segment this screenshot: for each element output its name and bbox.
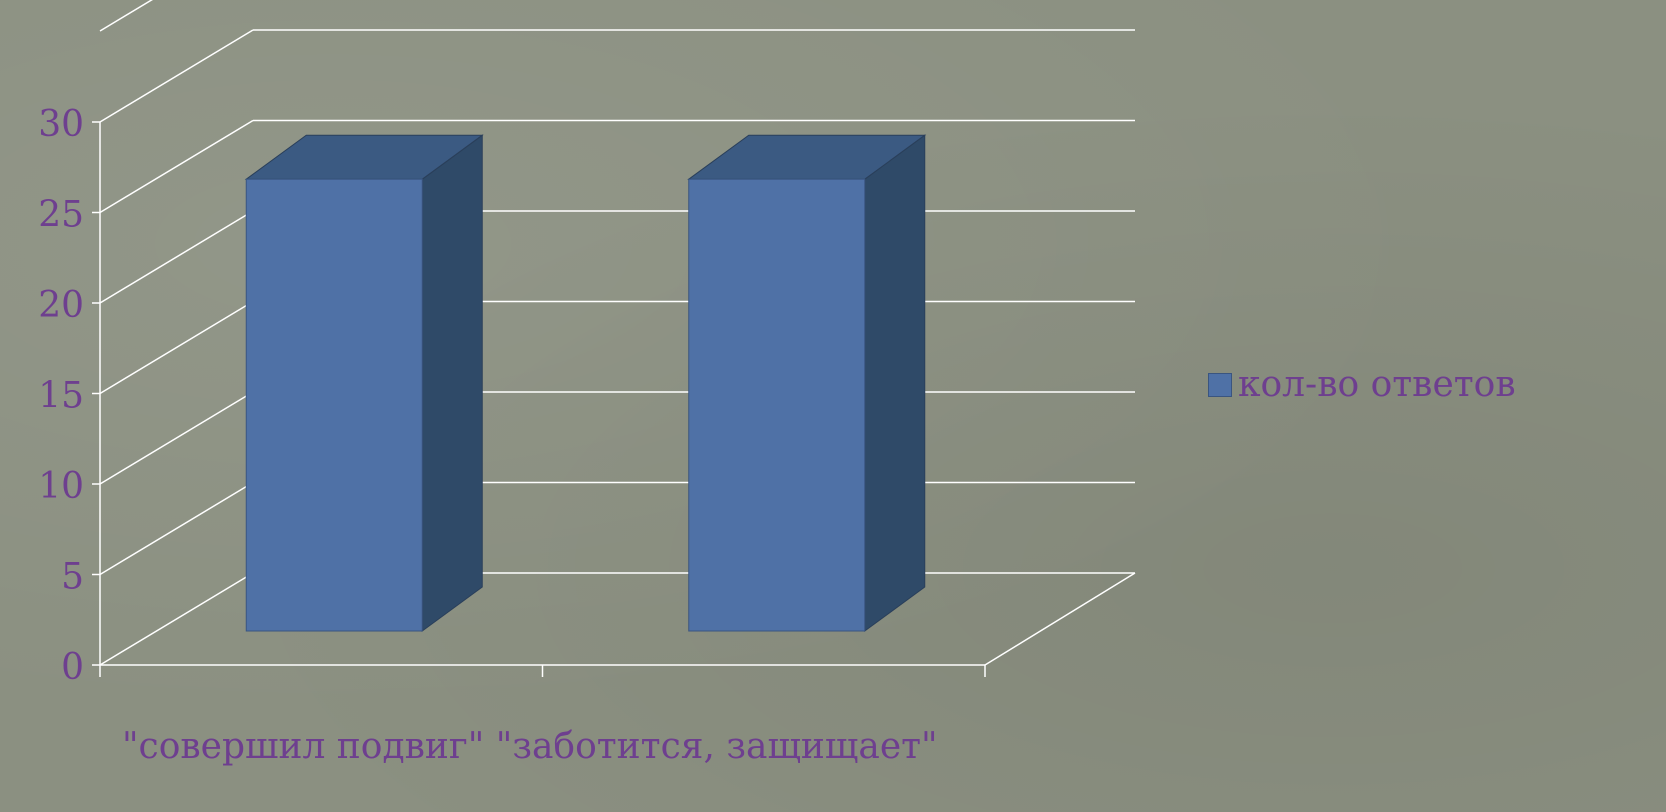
- floor-right-edge: [984, 572, 1136, 666]
- bar-side: [421, 134, 483, 632]
- y-tick-label: 15: [38, 376, 84, 417]
- gridline-diagonal: [99, 572, 254, 666]
- gridline-diagonal: [99, 210, 254, 304]
- bar: [245, 178, 423, 632]
- y-tick-label: 0: [61, 647, 84, 688]
- gridline-diagonal: [99, 0, 154, 32]
- x-tick-label: "заботится, защищает": [484, 726, 937, 767]
- gridline-diagonal: [99, 29, 254, 123]
- y-tick-label: 5: [61, 557, 84, 598]
- legend-swatch: [1208, 372, 1232, 397]
- legend: кол-во ответов: [1208, 364, 1516, 405]
- y-tick-label: 25: [38, 195, 84, 236]
- y-tick-label: 10: [38, 466, 84, 507]
- x-tick-label: "совершил подвиг": [122, 726, 484, 767]
- bar: [688, 178, 866, 632]
- gridline-diagonal: [99, 391, 254, 485]
- legend-label: кол-во ответов: [1238, 364, 1516, 405]
- x-tick-label-group: "совершил подвиг" "заботится, защищает": [122, 726, 938, 767]
- gridline-diagonal: [99, 119, 254, 214]
- gridline-diagonal: [99, 481, 254, 576]
- y-tick-label: 30: [38, 104, 84, 145]
- gridline-diagonal: [99, 300, 254, 395]
- bar-side: [864, 134, 926, 632]
- y-tick-label: 20: [38, 285, 84, 326]
